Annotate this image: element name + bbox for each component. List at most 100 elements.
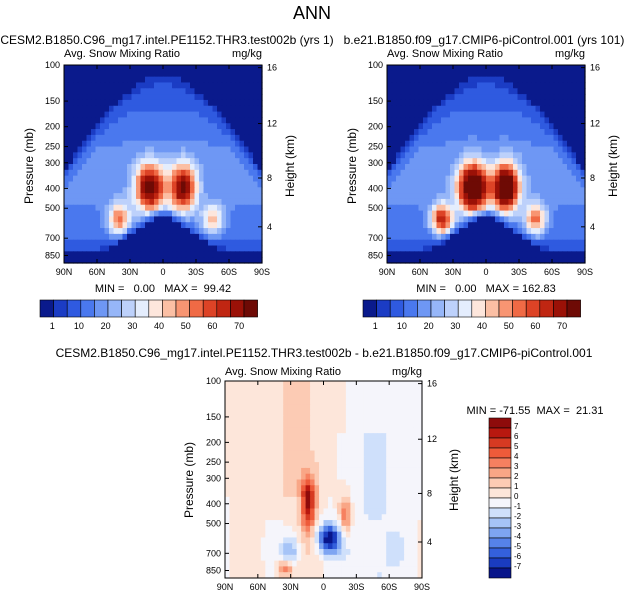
field-cell — [199, 239, 205, 247]
colorbar-swatch — [488, 487, 512, 499]
field-cell — [235, 210, 241, 218]
field-cell — [238, 421, 244, 428]
field-cell — [127, 169, 133, 177]
field-cell — [350, 537, 356, 544]
field-cell — [136, 233, 142, 241]
field-cell — [314, 456, 320, 463]
field-cell — [239, 146, 245, 153]
field-cell — [95, 158, 101, 165]
field-cell — [408, 485, 414, 492]
field-cell — [341, 554, 347, 562]
field-cell — [504, 222, 510, 229]
field-cell — [391, 140, 397, 148]
field-cell — [350, 572, 356, 579]
field-cell — [580, 146, 586, 153]
field-cell — [292, 444, 298, 452]
field-cell — [140, 88, 146, 95]
field-cell — [253, 94, 259, 101]
field-cell — [381, 473, 387, 481]
field-cell — [158, 193, 164, 200]
field-cell — [405, 65, 411, 72]
field-cell — [167, 134, 173, 142]
field-cell — [91, 222, 97, 229]
field-cell — [256, 438, 262, 446]
field-cell — [73, 245, 79, 252]
field-cell — [445, 181, 451, 188]
field-cell — [239, 140, 245, 148]
field-cell — [278, 473, 284, 481]
field-cell — [190, 76, 196, 84]
height-tick-label: 12 — [590, 119, 600, 129]
field-cell — [323, 462, 329, 469]
field-cell — [386, 404, 392, 411]
field-cell — [359, 444, 365, 452]
field-cell — [391, 99, 397, 107]
field-cell — [226, 158, 232, 165]
field-cell — [454, 134, 460, 142]
colorbar-swatch — [488, 467, 512, 479]
field-cell — [522, 152, 528, 159]
field-cell — [82, 88, 88, 95]
field-cell — [274, 421, 280, 428]
field-cell — [292, 508, 298, 515]
field-cell — [562, 76, 568, 84]
field-cell — [256, 462, 262, 469]
field-cell — [194, 257, 200, 264]
field-cell — [513, 210, 519, 218]
field-cell — [251, 525, 257, 533]
field-cell — [332, 433, 338, 440]
field-cell — [418, 169, 424, 177]
field-cell — [136, 134, 142, 142]
field-cell — [91, 146, 97, 153]
field-cell — [513, 257, 519, 264]
field-cell — [459, 129, 465, 136]
field-cell — [122, 123, 128, 130]
field-cell — [423, 169, 429, 177]
field-cell — [118, 210, 124, 218]
field-cell — [229, 415, 235, 423]
field-cell — [64, 233, 70, 241]
field-cell — [323, 421, 329, 428]
field-cell — [194, 76, 200, 84]
field-cell — [481, 193, 487, 200]
field-cell — [172, 216, 178, 223]
field-cell — [513, 94, 519, 101]
field-cell — [235, 123, 241, 130]
field-cell — [64, 222, 70, 229]
field-cell — [140, 239, 146, 247]
field-cell — [372, 514, 378, 521]
field-cell — [513, 76, 519, 84]
field-cell — [549, 251, 555, 258]
field-cell — [436, 193, 442, 200]
field-cell — [163, 88, 169, 95]
field-cell — [253, 82, 259, 89]
field-cell — [235, 222, 241, 229]
field-cell — [408, 381, 414, 388]
field-cell — [251, 421, 257, 428]
field-cell — [235, 193, 241, 200]
field-cell — [390, 473, 396, 481]
field-cell — [399, 508, 405, 515]
field-cell — [296, 560, 302, 568]
field-cell — [405, 233, 411, 241]
field-cell — [405, 129, 411, 136]
field-cell — [377, 444, 383, 452]
field-cell — [91, 216, 97, 223]
field-cell — [118, 222, 124, 229]
field-cell — [396, 129, 402, 136]
field-cell — [203, 88, 209, 95]
field-cell — [327, 415, 334, 423]
field-cell — [305, 467, 311, 475]
field-cell — [423, 82, 429, 89]
field-cell — [181, 181, 187, 188]
field-cell — [427, 146, 433, 153]
field-cell — [399, 467, 405, 475]
field-cell — [395, 496, 401, 504]
field-cell — [400, 134, 406, 142]
field-cell — [540, 152, 546, 159]
colorbar-label: 10 — [74, 321, 84, 331]
field-cell — [549, 210, 555, 218]
field-cell — [423, 117, 429, 124]
field-cell — [490, 233, 496, 241]
field-cell — [400, 99, 406, 107]
